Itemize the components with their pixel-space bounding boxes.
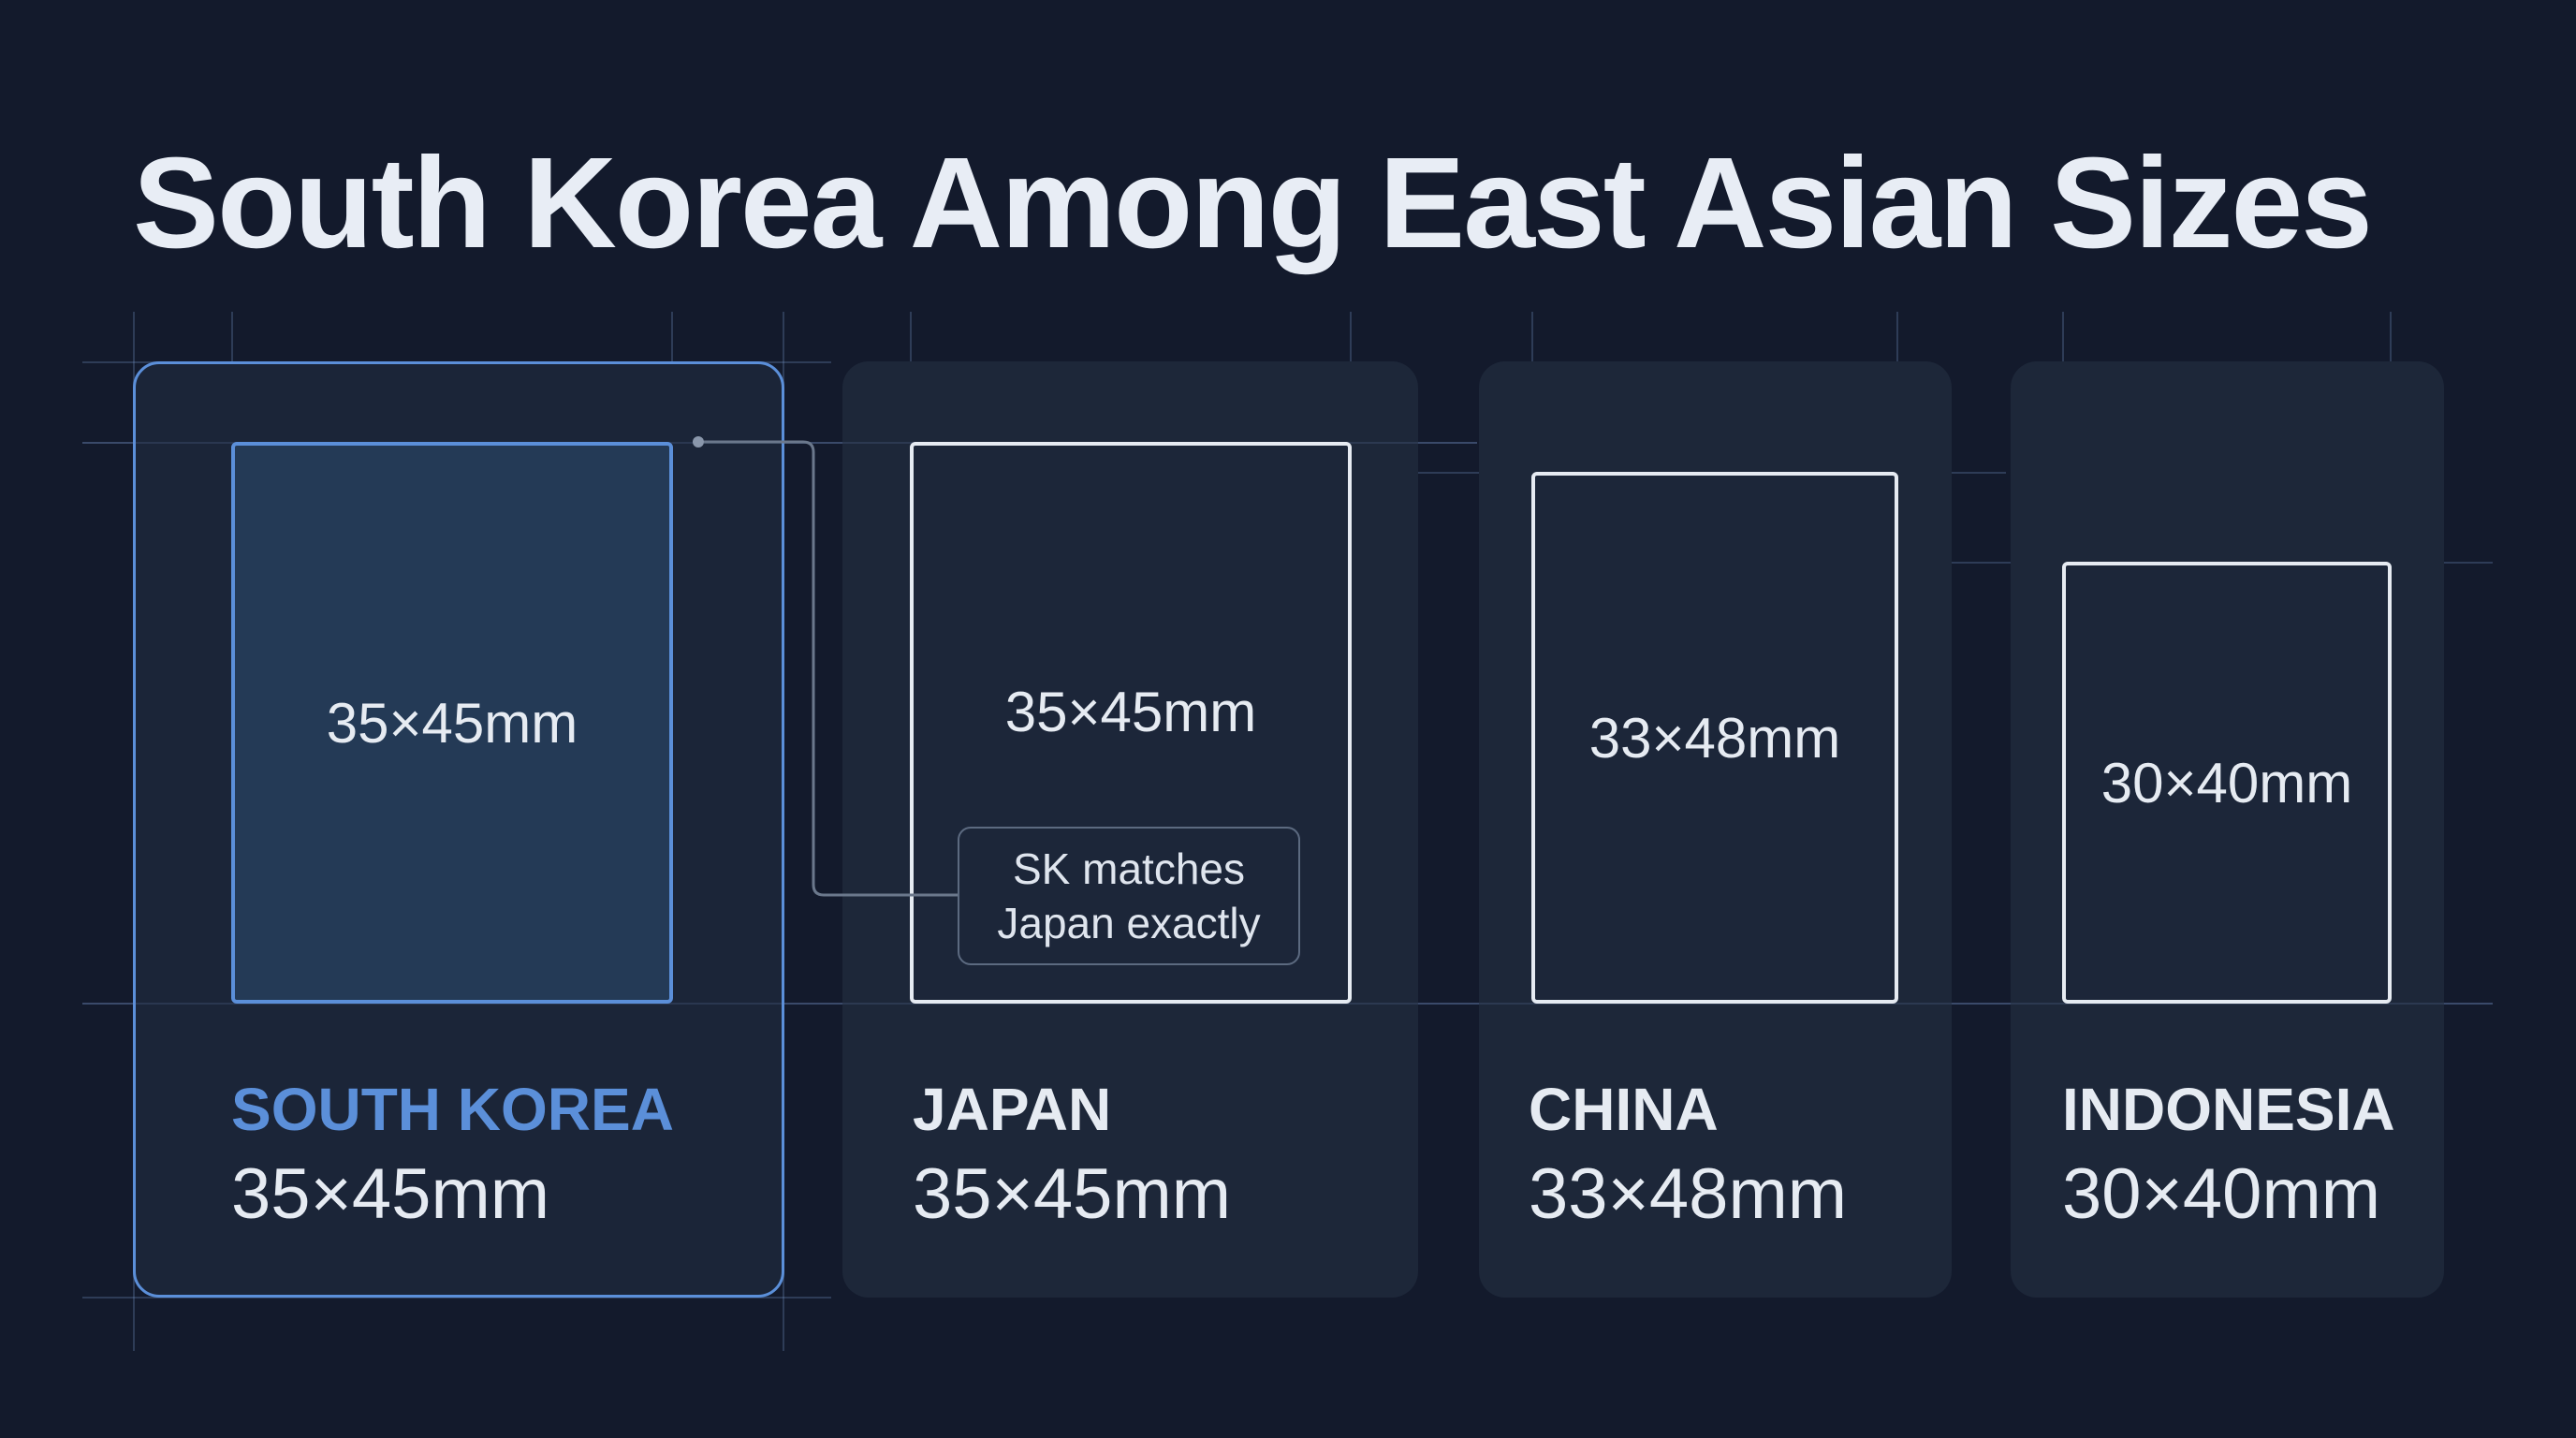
photo-size-label: 30×40mm xyxy=(2100,751,2353,814)
photo-frame-indonesia: 30×40mm xyxy=(2062,562,2392,1004)
page-title: South Korea Among East Asian Sizes xyxy=(133,131,2373,275)
country-name-indonesia: INDONESIA xyxy=(2062,1076,2395,1143)
country-size-indonesia: 30×40mm xyxy=(2062,1154,2381,1234)
photo-size-label: 35×45mm xyxy=(326,691,578,755)
callout-box: SK matches Japan exactly xyxy=(958,827,1300,965)
country-size-south-korea: 35×45mm xyxy=(231,1154,550,1234)
country-name-japan: JAPAN xyxy=(913,1076,1112,1143)
photo-size-label: 35×45mm xyxy=(1004,681,1257,743)
guide-line xyxy=(82,1297,831,1299)
country-size-china: 33×48mm xyxy=(1529,1154,1848,1234)
connector-dot xyxy=(693,436,704,448)
connector-line xyxy=(704,440,958,897)
callout-line-1: SK matches xyxy=(1013,844,1245,893)
country-size-japan: 35×45mm xyxy=(913,1154,1232,1234)
country-name-china: CHINA xyxy=(1529,1076,1719,1143)
photo-frame-south-korea: 35×45mm xyxy=(231,442,673,1004)
photo-size-label: 33×48mm xyxy=(1588,706,1841,770)
guide-line xyxy=(82,1003,2493,1005)
country-name-south-korea: SOUTH KOREA xyxy=(231,1076,674,1143)
photo-frame-china: 33×48mm xyxy=(1531,472,1898,1004)
callout-line-2: Japan exactly xyxy=(997,899,1261,947)
